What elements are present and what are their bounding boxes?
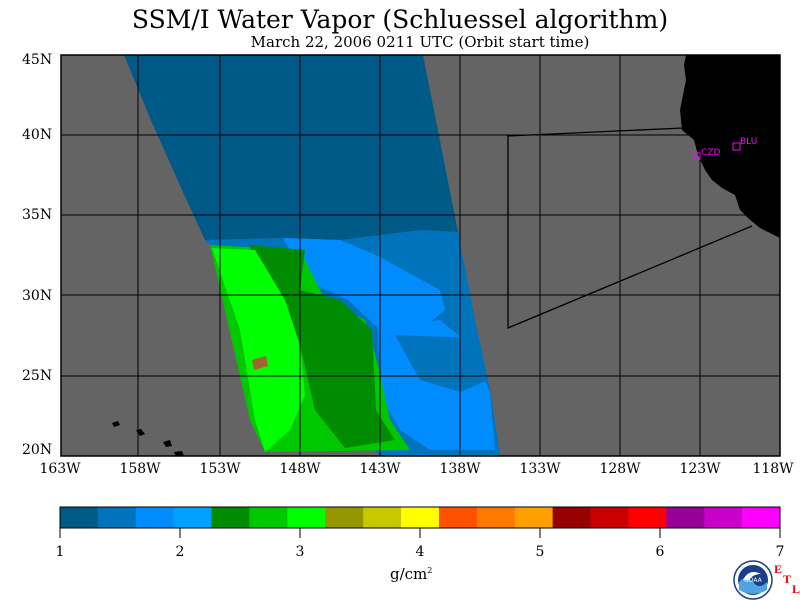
lon-label-138w: 138W [439,461,481,477]
colorbar-tick-7: 7 [775,544,785,560]
colorbar-swatch [211,507,250,528]
colorbar-swatch [60,507,99,528]
lon-label-163w: 163W [39,461,81,477]
hawaii-island-4 [174,451,184,456]
svg-text:NOAA: NOAA [744,577,762,584]
lat-label-25n: 25N [22,368,53,384]
station-label-czd: CZD [701,148,721,158]
colorbar-swatch [704,507,743,528]
colorbar-tick-1: 1 [55,544,65,560]
lon-label-128w: 128W [599,461,641,477]
lon-label-153w: 153W [199,461,241,477]
colorbar-swatch [363,507,402,528]
lat-label-35n: 35N [22,207,53,223]
lat-label-45n: 45N [22,52,53,68]
colorbar-swatch [287,507,326,528]
colorbar-swatch [438,507,478,528]
colorbar-ticks [59,528,781,538]
colorbar-swatch [552,507,592,528]
colorbar-tick-2: 2 [175,544,185,560]
station-label-blu: BLU [740,137,758,147]
colorbar-swatch [173,507,213,528]
swath-lime [212,248,305,452]
lon-label-123w: 123W [679,461,721,477]
colorbar [60,507,781,528]
lat-label-30n: 30N [22,288,53,304]
colorbar-swatch [628,507,667,528]
colorbar-swatch [97,507,137,528]
hawaii-island-1 [112,421,120,427]
colorbar-tick-3: 3 [295,544,305,560]
colorbar-swatch [135,507,175,528]
lon-label-133w: 133W [519,461,561,477]
lat-label-40n: 40N [22,127,53,143]
swath-dark-blue [124,55,458,240]
colorbar-tick-6: 6 [655,544,665,560]
etl-mark-t: T [783,572,792,586]
swath-brown-spot [252,356,268,370]
colorbar-swatch [476,507,516,528]
land [112,55,780,456]
station-blu-marker [732,142,741,151]
map-subtitle: March 22, 2006 0211 UTC (Orbit start tim… [250,33,590,51]
colorbar-swatch [401,507,440,528]
colorbar-swatch [514,507,554,528]
colorbar-tick-5: 5 [535,544,545,560]
colorbar-tick-4: 4 [415,544,425,560]
lon-label-148w: 148W [279,461,321,477]
lon-label-158w: 158W [119,461,161,477]
station-czd-marker [693,152,701,160]
colorbar-units: g/cm2 [390,565,433,583]
region-outline [507,127,753,329]
noaa-logo-icon: NOAA [733,560,773,600]
north-america-coast [680,55,780,238]
hawaii-island-2 [136,429,145,436]
swath-medium-blue-patch [395,335,488,392]
colorbar-swatch [590,507,629,528]
colorbar-swatch [249,507,288,528]
colorbar-swatch [742,507,781,528]
etl-mark-l: L [792,582,800,596]
etl-mark-e: E [774,562,783,576]
lon-label-118w: 118W [752,461,794,477]
swath [124,55,500,455]
lon-label-143w: 143W [359,461,401,477]
lat-label-20n: 20N [22,442,53,458]
hawaii-island-3 [163,440,172,447]
map-title: SSM/I Water Vapor (Schluessel algorithm) [131,5,669,34]
map-border [60,54,781,457]
colorbar-swatch [666,507,705,528]
swath-dark-green [250,245,395,448]
map-grid [61,55,780,456]
colorbar-swatch [325,507,364,528]
